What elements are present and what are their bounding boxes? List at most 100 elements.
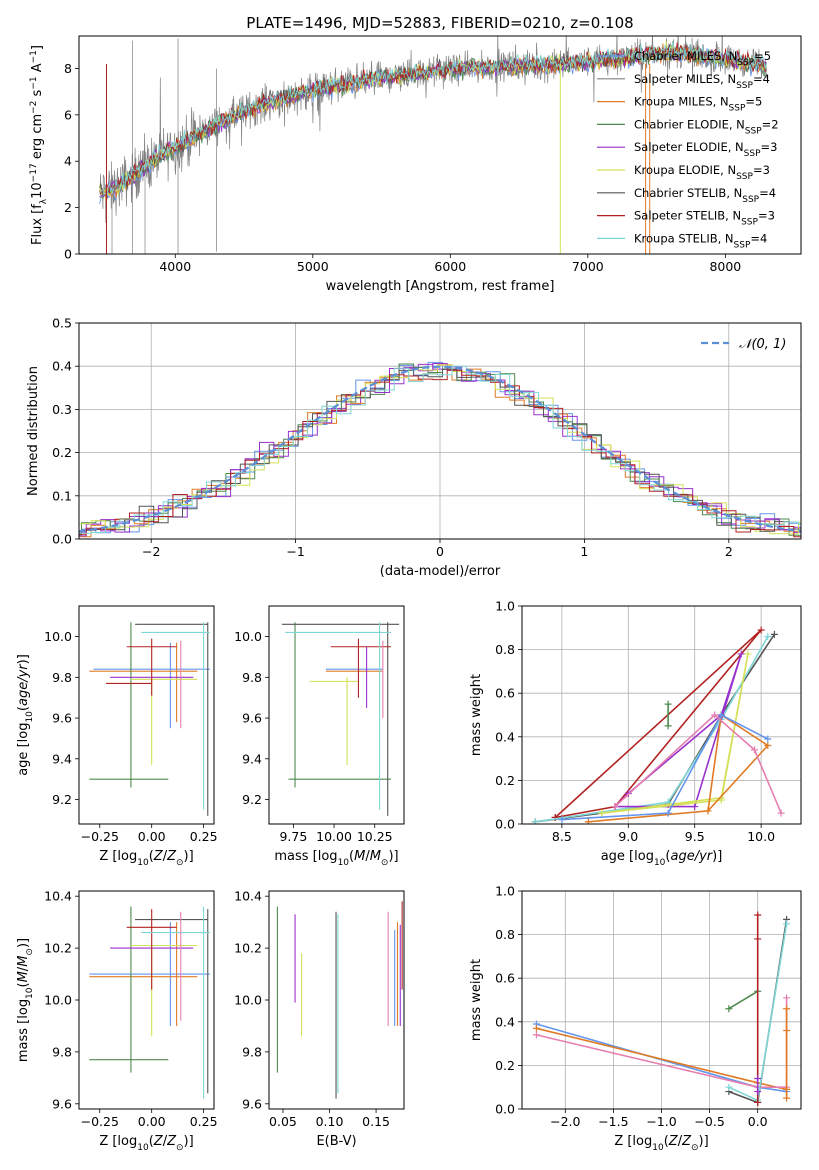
- weight-marker: [783, 920, 791, 928]
- age_vs_mass-ytick-label: 9.8: [242, 670, 262, 685]
- weight_vs_age-ytick-label: 0.4: [495, 729, 515, 744]
- age_vs_mass-ytick-label: 9.4: [242, 751, 262, 766]
- mass_vs_Z-frame: [78, 890, 215, 1110]
- weight-marker: [532, 1024, 540, 1032]
- weight-marker: [783, 1027, 791, 1035]
- legend-entry-label: Kroupa STELIB, NSSP=4: [634, 231, 767, 250]
- legend-entry-label: Chabrier ELODIE, NSSP=2: [634, 117, 779, 136]
- spectrum-plot-area: [99, 36, 767, 254]
- residuals-ytick-label: 0.2: [52, 445, 72, 460]
- weight_vs_Z-ytick-label: 0.0: [495, 1102, 515, 1117]
- legend-label-normal: 𝒩(0, 1): [739, 337, 786, 352]
- weight-marker: [783, 994, 791, 1002]
- model-spectrum-line: [99, 48, 767, 200]
- age_vs_mass-xtick-label: 9.75: [279, 829, 307, 844]
- weight_vs_Z-ylabel: mass weight: [469, 959, 484, 1041]
- weight_vs_Z-ytick-label: 0.8: [495, 927, 515, 942]
- weight-marker: [764, 633, 772, 641]
- weight_vs_age-xlabel: age [log10(age/yr)]: [601, 849, 723, 868]
- mass_vs_Z-axes: −0.25 0.00 0.25 9.6 9.8 10.0 10.2 10.4 Z [log10(…: [16, 889, 218, 1153]
- weight_vs_Z-ytick-label: 0.4: [495, 1014, 515, 1029]
- weight_vs_age-xtick-label: 8.5: [552, 829, 572, 844]
- age_vs_Z-xtick-label: 0.00: [138, 829, 166, 844]
- spectrum-xtick-label: 6000: [434, 259, 466, 274]
- histogram-step: [79, 363, 801, 536]
- weight-marker: [598, 809, 606, 817]
- weight-marker: [558, 816, 566, 824]
- mass_vs_ebv-xlabel: E(B-V): [316, 1134, 356, 1149]
- age_vs_mass-axes: 9.75 10.00 10.25 9.2 9.4 9.6 9.8 10.0 mass [log1…: [234, 605, 405, 868]
- weight-line: [554, 629, 762, 819]
- legend-entry-label: Salpeter STELIB, NSSP=3: [634, 209, 775, 228]
- mass_vs_ebv-xtick-label: 0.05: [269, 1114, 297, 1129]
- age_vs_mass-plot-area: [282, 622, 400, 816]
- age_vs_mass-xtick-label: 10.00: [316, 829, 352, 844]
- mass_vs_Z-ylabel: mass [log10(M/M⊙)]: [16, 938, 35, 1062]
- age_vs_mass-ytick-label: 9.2: [242, 792, 262, 807]
- spectrum-ytick-label: 8: [64, 61, 72, 76]
- mass_vs_ebv-ytick-label: 10.0: [234, 993, 262, 1008]
- histogram-step: [79, 369, 801, 538]
- histogram-step: [79, 365, 801, 534]
- spectrum-axes: 4000 5000 6000 7000 8000 0 2 4 6 8 wavelength [Ang…: [29, 35, 802, 294]
- weight_vs_age-ytick-label: 0.2: [495, 773, 515, 788]
- weight-marker: [717, 711, 725, 719]
- weight-marker: [754, 1074, 762, 1082]
- normal-curve: [79, 365, 801, 533]
- weight-marker: [725, 1005, 733, 1013]
- mass_vs_Z-xtick-label: −0.25: [81, 1114, 119, 1129]
- weight-marker: [764, 742, 772, 750]
- weight-marker: [770, 630, 778, 638]
- weight_vs_age-ytick-label: 1.0: [495, 599, 515, 614]
- weight-marker: [751, 746, 758, 754]
- weight_vs_Z-xtick-label: −2.0: [550, 1114, 580, 1129]
- weight_vs_age-frame: [521, 605, 802, 825]
- weight-marker: [783, 1094, 791, 1102]
- weight_vs_Z-plot-area: [532, 911, 791, 1106]
- age_vs_mass-frame: [268, 605, 405, 825]
- legend-entry-label: Kroupa MILES, NSSP=5: [634, 95, 762, 114]
- mass_vs_Z-ytick-label: 10.4: [44, 889, 72, 904]
- age_vs_Z-ytick-label: 9.2: [52, 792, 72, 807]
- mass_vs_ebv-ytick-label: 9.6: [242, 1096, 262, 1111]
- mass_vs_Z-ytick-label: 10.0: [44, 993, 72, 1008]
- model-spectrum-line: [99, 42, 767, 196]
- residuals-ytick-label: 0.3: [52, 402, 72, 417]
- weight_vs_age-plot-area: [531, 626, 785, 824]
- age_vs_Z-xtick-label: 0.25: [190, 829, 218, 844]
- weight-line: [614, 713, 782, 814]
- weight_vs_Z-ytick-label: 0.6: [495, 971, 515, 986]
- weight-marker: [532, 1031, 540, 1039]
- age_vs_Z-ytick-label: 9.8: [52, 670, 72, 685]
- residuals-ytick-label: 0.5: [52, 316, 72, 331]
- weight-line: [561, 713, 769, 821]
- legend-entry-label: Salpeter MILES, NSSP=4: [634, 72, 770, 91]
- spectrum-xlabel: wavelength [Angstrom, rest frame]: [326, 279, 555, 294]
- age_vs_Z-ytick-label: 9.6: [52, 711, 72, 726]
- mass_vs_Z-ytick-label: 9.6: [52, 1096, 72, 1111]
- spectrum-ytick-label: 2: [64, 200, 72, 215]
- age_vs_Z-ytick-label: 9.4: [52, 751, 72, 766]
- weight_vs_age-ylabel: mass weight: [469, 674, 484, 756]
- residuals-plot-area: [79, 361, 801, 538]
- mass_vs_Z-ytick-label: 10.2: [44, 941, 72, 956]
- weight_vs_age-ytick-label: 0.0: [495, 817, 515, 832]
- mass_vs_ebv-ytick-label: 10.4: [234, 889, 262, 904]
- spectrum-ytick-label: 4: [64, 154, 72, 169]
- weight_vs_Z-frame: [521, 890, 802, 1110]
- plots-group: 4000 5000 6000 7000 8000 0 2 4 6 8 wavelength [Ang…: [16, 35, 802, 1153]
- spectrum-xtick-label: 7000: [572, 259, 604, 274]
- legend-entry-label: Chabrier STELIB, NSSP=4: [634, 186, 776, 205]
- residuals-ytick-label: 0.0: [52, 532, 72, 547]
- age_vs_mass-xtick-label: 10.25: [357, 829, 393, 844]
- histogram-step: [79, 364, 801, 538]
- spectrum-xtick-label: 8000: [709, 259, 741, 274]
- weight_vs_age-xtick-label: 9.5: [685, 829, 705, 844]
- weight-marker: [584, 818, 592, 824]
- weight-marker: [757, 626, 765, 634]
- mass_vs_ebv-ytick-label: 10.2: [234, 941, 262, 956]
- weight-marker: [754, 935, 762, 943]
- mass_vs_ebv-frame: [268, 890, 405, 1110]
- age_vs_Z-xlabel: Z [log10(Z/Z⊙)]: [99, 849, 193, 868]
